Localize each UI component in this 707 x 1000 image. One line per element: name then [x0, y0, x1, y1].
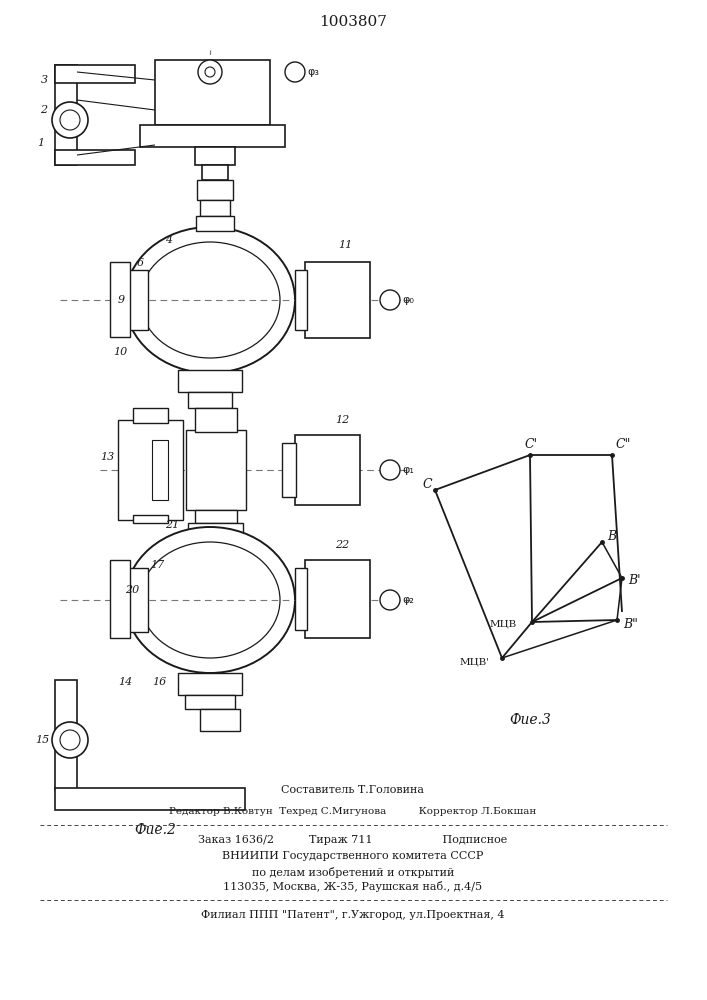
Bar [128, 568, 148, 632]
Bar [178, 673, 242, 695]
Text: 2: 2 [40, 105, 47, 115]
Bar [55, 65, 135, 83]
Text: φ₁: φ₁ [402, 465, 414, 475]
Text: Заказ 1636/2          Тираж 711                    Подписное: Заказ 1636/2 Тираж 711 Подписное [199, 835, 508, 845]
Circle shape [380, 590, 400, 610]
Bar [55, 150, 135, 165]
Bar [295, 435, 360, 505]
Text: Фие.2: Фие.2 [134, 823, 176, 837]
Ellipse shape [125, 227, 295, 373]
Text: МЦВ: МЦВ [490, 619, 518, 629]
Text: 4: 4 [165, 235, 172, 245]
Text: 12: 12 [335, 415, 349, 425]
Text: 113035, Москва, Ж-35, Раушская наб., д.4/5: 113035, Москва, Ж-35, Раушская наб., д.4… [223, 882, 483, 892]
Bar [197, 543, 233, 558]
Bar [196, 216, 234, 231]
Text: 3: 3 [41, 75, 48, 85]
Text: Филиал ППП "Патент", г.Ужгород, ул.Проектная, 4: Филиал ППП "Патент", г.Ужгород, ул.Проек… [201, 910, 505, 920]
Bar [55, 680, 77, 790]
Text: 16: 16 [152, 677, 166, 687]
Circle shape [285, 62, 305, 82]
Bar [178, 370, 242, 392]
Ellipse shape [140, 542, 280, 658]
Circle shape [380, 290, 400, 310]
Text: 11: 11 [338, 240, 352, 250]
Text: МЦВ': МЦВ' [460, 658, 490, 666]
Bar [195, 408, 237, 432]
Bar [133, 515, 168, 523]
Circle shape [198, 60, 222, 84]
Bar [202, 165, 228, 180]
Text: 22: 22 [335, 540, 349, 550]
Bar [195, 510, 237, 523]
Text: 6: 6 [137, 258, 144, 268]
Text: ВНИИПИ Государственного комитета СССР: ВНИИПИ Государственного комитета СССР [222, 851, 484, 861]
Text: Фие.3: Фие.3 [509, 713, 551, 727]
Text: B": B" [623, 617, 638, 631]
Bar [55, 788, 245, 810]
Bar [200, 709, 240, 731]
Bar [188, 523, 243, 543]
Text: C': C' [525, 438, 538, 452]
Bar [185, 695, 235, 709]
Text: C: C [423, 478, 433, 490]
Text: Составитель Т.Головина: Составитель Т.Головина [281, 785, 424, 795]
Bar [186, 430, 246, 510]
Bar [188, 392, 232, 408]
Bar [305, 560, 370, 638]
Bar [295, 568, 307, 630]
Ellipse shape [140, 242, 280, 358]
Circle shape [52, 102, 88, 138]
Bar [128, 270, 148, 330]
Bar [55, 65, 77, 165]
Text: B': B' [628, 574, 641, 586]
Text: φ₂: φ₂ [402, 595, 414, 605]
Bar [295, 270, 307, 330]
Bar [305, 262, 370, 338]
Text: 15: 15 [35, 735, 49, 745]
Bar [152, 440, 168, 500]
Ellipse shape [125, 527, 295, 673]
Bar [197, 180, 233, 200]
Text: 20: 20 [125, 585, 139, 595]
Bar [133, 408, 168, 423]
Text: B: B [607, 530, 616, 544]
Text: 17: 17 [150, 560, 164, 570]
Circle shape [52, 722, 88, 758]
Bar [282, 443, 296, 497]
Circle shape [60, 110, 80, 130]
Circle shape [205, 67, 215, 77]
Bar [200, 200, 230, 216]
Bar [118, 420, 183, 520]
Bar [195, 147, 235, 165]
Text: φ₀: φ₀ [402, 295, 414, 305]
Text: 21: 21 [165, 520, 180, 530]
Text: 14: 14 [118, 677, 132, 687]
Text: φ₃: φ₃ [307, 67, 319, 77]
Circle shape [60, 730, 80, 750]
Text: 10: 10 [113, 347, 127, 357]
Text: 9: 9 [118, 295, 125, 305]
Text: 13: 13 [100, 452, 115, 462]
Bar [155, 60, 270, 125]
Text: по делам изобретений и открытий: по делам изобретений и открытий [252, 866, 454, 878]
Text: Редактор В.Ковтун  Техред С.Мигунова          Корректор Л.Бокшан: Редактор В.Ковтун Техред С.Мигунова Корр… [170, 808, 537, 816]
Circle shape [380, 460, 400, 480]
Bar [110, 560, 130, 638]
Text: 1003807: 1003807 [319, 15, 387, 29]
Bar [110, 262, 130, 337]
Bar [140, 125, 285, 147]
Text: 1: 1 [37, 138, 44, 148]
Text: C": C" [616, 438, 631, 452]
